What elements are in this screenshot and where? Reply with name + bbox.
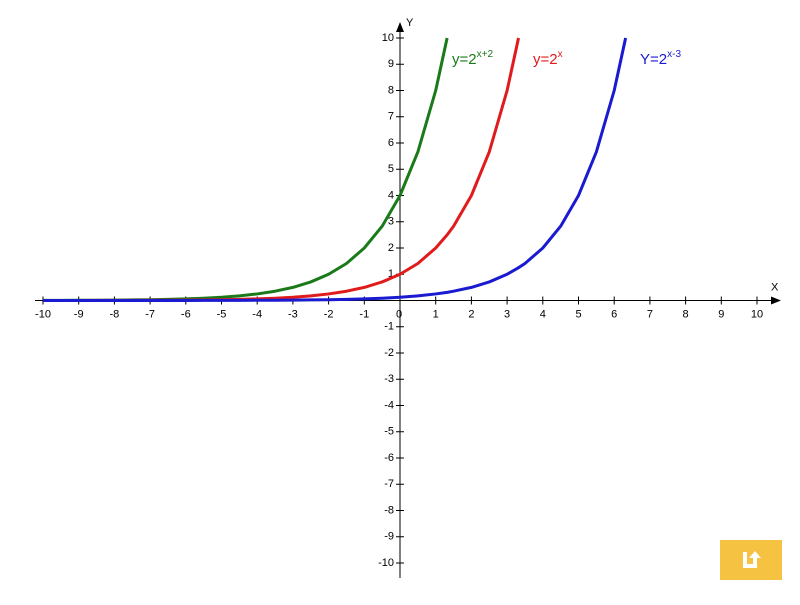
curve (42, 37, 520, 302)
x-tick-label: 5 (575, 308, 581, 320)
x-tick-label: -9 (74, 308, 84, 320)
curve-label: y=2x (533, 49, 563, 68)
x-axis-label: X (771, 281, 779, 293)
y-tick-label: 7 (388, 111, 394, 123)
x-tick-label: 6 (611, 308, 617, 320)
back-icon (743, 551, 761, 568)
x-tick-label: -10 (35, 308, 51, 320)
y-tick-label: -8 (384, 504, 394, 516)
x-tick-label: 3 (504, 308, 510, 320)
y-tick-label: -3 (384, 373, 394, 385)
y-tick-label: 10 (382, 32, 394, 44)
y-tick-label: -1 (384, 321, 394, 333)
y-tick-label: -4 (384, 399, 394, 411)
x-tick-label: 10 (751, 308, 763, 320)
x-tick-label: -3 (288, 308, 298, 320)
y-axis-label: Y (406, 17, 414, 29)
y-tick-label: -10 (378, 557, 394, 569)
x-tick-label: 0 (396, 308, 402, 320)
x-tick-label: -6 (181, 308, 191, 320)
y-tick-label: -2 (384, 347, 394, 359)
y-tick-label: 5 (388, 163, 394, 175)
y-tick-label: 1 (388, 268, 394, 280)
x-tick-label: -4 (252, 308, 262, 320)
x-tick-label: 4 (540, 308, 546, 320)
label-base: Y=2 (640, 51, 667, 68)
button[interactable] (720, 540, 782, 580)
label-base: y=2 (533, 51, 558, 68)
x-tick-label: -7 (145, 308, 155, 320)
x-tick-label: -2 (324, 308, 334, 320)
x-tick-label: 8 (683, 308, 689, 320)
label-exponent: x-3 (667, 49, 681, 60)
label-base: y=2 (452, 51, 477, 68)
y-tick-label: 4 (388, 189, 394, 201)
x-tick-label: 9 (718, 308, 724, 320)
x-tick-label: 1 (433, 308, 439, 320)
x-tick-label: -1 (359, 308, 369, 320)
y-tick-label: 9 (388, 58, 394, 70)
label-exponent: x+2 (477, 49, 494, 60)
y-arrow (396, 22, 404, 32)
curve (42, 37, 449, 302)
x-tick-label: 7 (647, 308, 653, 320)
y-tick-label: 2 (388, 242, 394, 254)
x-tick-label: -8 (110, 308, 120, 320)
y-tick-label: 8 (388, 84, 394, 96)
curve-label: Y=2x-3 (640, 49, 681, 68)
x-tick-label: -5 (217, 308, 227, 320)
x-tick-label: 2 (468, 308, 474, 320)
x-arrow (771, 296, 781, 305)
y-tick-label: 6 (388, 137, 394, 149)
y-tick-label: -9 (384, 531, 394, 543)
back-button[interactable] (720, 540, 782, 580)
y-tick-label: -5 (384, 426, 394, 438)
y-tick-label: 3 (388, 216, 394, 228)
y-tick-label: -7 (384, 478, 394, 490)
curve-label: y=2x+2 (452, 49, 493, 68)
curve (42, 37, 628, 302)
y-tick-label: -6 (384, 452, 394, 464)
label-exponent: x (558, 49, 563, 60)
